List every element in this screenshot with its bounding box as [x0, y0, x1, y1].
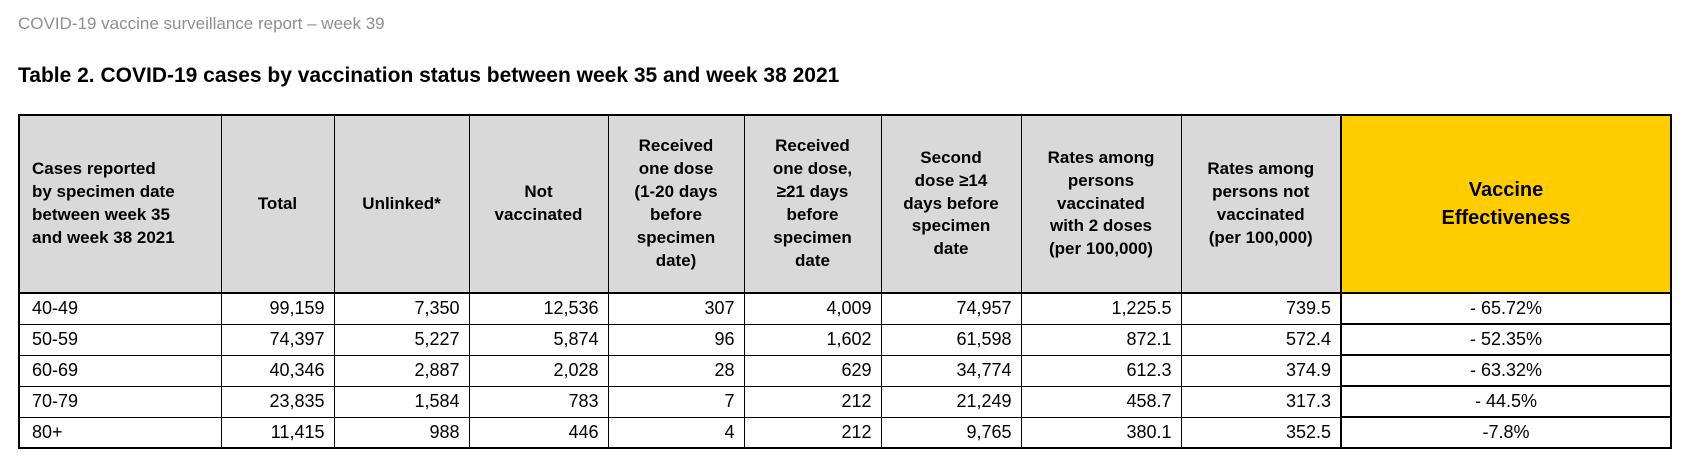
cell-unlinked: 7,350: [333, 292, 470, 325]
cell-unlinked: 988: [333, 416, 470, 449]
report-page: COVID-19 vaccine surveillance report – w…: [18, 14, 1672, 449]
cell-total: 40,346: [220, 354, 335, 387]
cell-vaccine-effectiveness: - 63.32%: [1340, 354, 1672, 387]
cell-second-dose-14-days: 74,957: [880, 292, 1022, 325]
cell-age-group: 40-49: [18, 292, 222, 325]
cell-second-dose-14-days: 61,598: [880, 323, 1022, 356]
cell-vaccine-effectiveness: - 44.5%: [1340, 385, 1672, 418]
cell-total: 74,397: [220, 323, 335, 356]
cell-not-vaccinated: 5,874: [468, 323, 609, 356]
cell-rate-vaccinated: 458.7: [1020, 385, 1182, 418]
cell-one-dose-1-20-days: 96: [607, 323, 745, 356]
column-header-total: Total: [220, 114, 335, 294]
cell-not-vaccinated: 783: [468, 385, 609, 418]
report-header-label: COVID-19 vaccine surveillance report – w…: [18, 14, 385, 33]
cell-vaccine-effectiveness: -7.8%: [1340, 416, 1672, 449]
column-header-second-dose-14-days: Second dose ≥14 days before specimen dat…: [880, 114, 1022, 294]
cell-second-dose-14-days: 21,249: [880, 385, 1022, 418]
cell-one-dose-21-days: 629: [743, 354, 882, 387]
column-header-cases-reported: Cases reported by specimen date between …: [18, 114, 222, 294]
cell-not-vaccinated: 12,536: [468, 292, 609, 325]
cell-rate-vaccinated: 380.1: [1020, 416, 1182, 449]
table-row-60-69: 60-69 40,346 2,887 2,028 28 629 34,774 6…: [18, 354, 1672, 387]
table-row-80-plus: 80+ 11,415 988 446 4 212 9,765 380.1 352…: [18, 416, 1672, 449]
column-header-not-vaccinated: Not vaccinated: [468, 114, 609, 294]
cell-unlinked: 5,227: [333, 323, 470, 356]
cell-age-group: 60-69: [18, 354, 222, 387]
cases-by-vaccination-status-table: Cases reported by specimen date between …: [18, 114, 1672, 449]
cell-age-group: 70-79: [18, 385, 222, 418]
cell-age-group: 80+: [18, 416, 222, 449]
cell-rate-not-vaccinated: 352.5: [1180, 416, 1342, 449]
cell-rate-not-vaccinated: 572.4: [1180, 323, 1342, 356]
cell-rate-vaccinated: 872.1: [1020, 323, 1182, 356]
column-header-vaccine-effectiveness: Vaccine Effectiveness: [1340, 114, 1672, 294]
cell-unlinked: 1,584: [333, 385, 470, 418]
cell-total: 23,835: [220, 385, 335, 418]
table-title: Table 2. COVID-19 cases by vaccination s…: [18, 64, 840, 87]
cell-rate-vaccinated: 1,225.5: [1020, 292, 1182, 325]
cell-vaccine-effectiveness: - 52.35%: [1340, 323, 1672, 356]
column-header-rates-not-vaccinated: Rates among persons not vaccinated (per …: [1180, 114, 1342, 294]
column-header-one-dose-21-days: Received one dose, ≥21 days before speci…: [743, 114, 882, 294]
cell-one-dose-21-days: 212: [743, 416, 882, 449]
cell-second-dose-14-days: 9,765: [880, 416, 1022, 449]
table-row-50-59: 50-59 74,397 5,227 5,874 96 1,602 61,598…: [18, 323, 1672, 356]
column-header-rates-vaccinated-2-doses: Rates among persons vaccinated with 2 do…: [1020, 114, 1182, 294]
cell-one-dose-21-days: 1,602: [743, 323, 882, 356]
cell-total: 99,159: [220, 292, 335, 325]
cell-one-dose-21-days: 212: [743, 385, 882, 418]
cell-one-dose-1-20-days: 28: [607, 354, 745, 387]
cell-not-vaccinated: 446: [468, 416, 609, 449]
cell-not-vaccinated: 2,028: [468, 354, 609, 387]
header-row: Cases reported by specimen date between …: [18, 114, 1672, 294]
cell-age-group: 50-59: [18, 323, 222, 356]
cell-vaccine-effectiveness: - 65.72%: [1340, 292, 1672, 325]
cell-one-dose-1-20-days: 4: [607, 416, 745, 449]
column-header-one-dose-1-20-days: Received one dose (1-20 days before spec…: [607, 114, 745, 294]
cell-rate-vaccinated: 612.3: [1020, 354, 1182, 387]
cell-unlinked: 2,887: [333, 354, 470, 387]
cell-one-dose-21-days: 4,009: [743, 292, 882, 325]
cell-rate-not-vaccinated: 374.9: [1180, 354, 1342, 387]
cell-rate-not-vaccinated: 317.3: [1180, 385, 1342, 418]
cell-one-dose-1-20-days: 307: [607, 292, 745, 325]
cell-second-dose-14-days: 34,774: [880, 354, 1022, 387]
cell-one-dose-1-20-days: 7: [607, 385, 745, 418]
table-row-40-49: 40-49 99,159 7,350 12,536 307 4,009 74,9…: [18, 292, 1672, 325]
cell-total: 11,415: [220, 416, 335, 449]
table-row-70-79: 70-79 23,835 1,584 783 7 212 21,249 458.…: [18, 385, 1672, 418]
cell-rate-not-vaccinated: 739.5: [1180, 292, 1342, 325]
column-header-unlinked: Unlinked*: [333, 114, 470, 294]
